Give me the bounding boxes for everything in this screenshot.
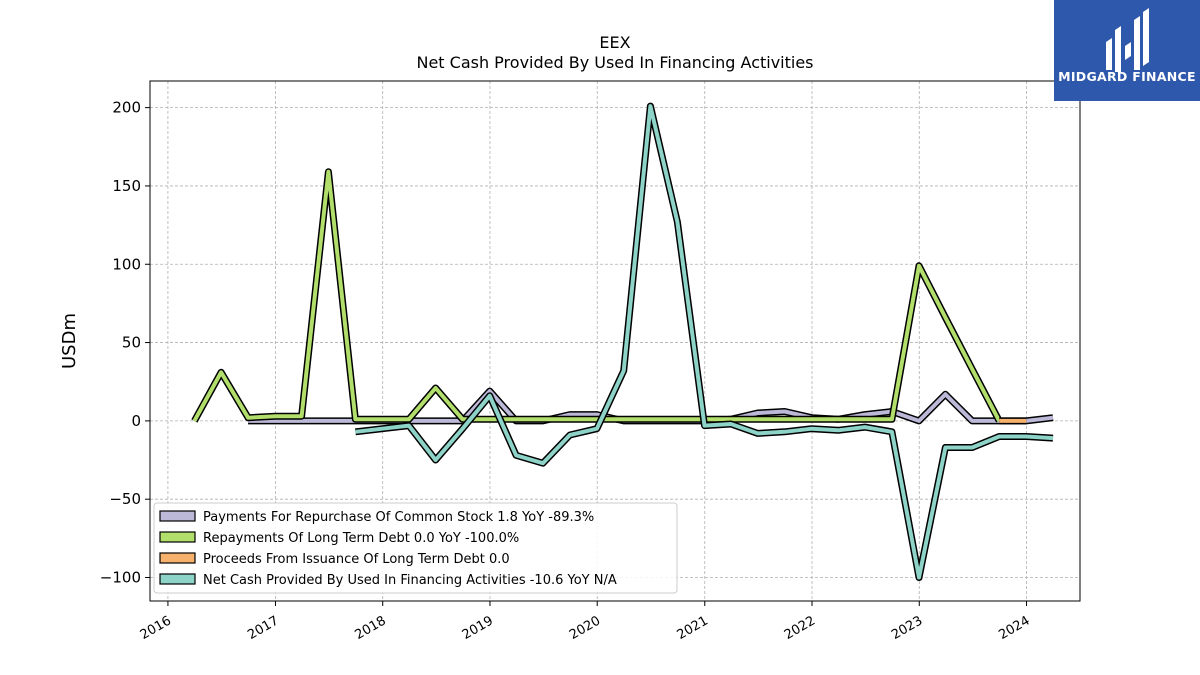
plot-area-frame	[149, 80, 1081, 602]
y-tick-label: 0	[131, 412, 141, 430]
y-tick-label: −100	[100, 569, 141, 587]
y-axis-label: USDm	[59, 313, 80, 369]
x-tick-label: 2020	[567, 613, 603, 643]
legend-entry-label: Proceeds From Issuance Of Long Term Debt…	[203, 552, 510, 567]
x-tick-label: 2019	[460, 613, 496, 643]
series-2	[191, 168, 1003, 423]
legend-swatch	[159, 531, 196, 543]
x-tick-label: 2023	[889, 613, 925, 643]
chart-subtitle: Net Cash Provided By Used In Financing A…	[416, 53, 813, 72]
y-tick-label: −50	[109, 490, 141, 508]
legend-entry-label: Repayments Of Long Term Debt 0.0 YoY -10…	[203, 531, 519, 546]
brand-logo: MIDGARD FINANCE	[1054, 0, 1200, 101]
legend-swatch	[159, 552, 196, 564]
brand-logo-icon	[1106, 8, 1149, 72]
legend-entry-label: Payments For Repurchase Of Common Stock …	[203, 510, 594, 525]
brand-logo-text: MIDGARD FINANCE	[1058, 69, 1196, 84]
y-tick-label: 150	[112, 177, 141, 195]
series-lines	[191, 102, 1054, 581]
series-line	[355, 104, 1054, 580]
x-axis: 2016 2017 2018 2019 2020 2021 2022 2023 2024	[138, 601, 1033, 643]
x-tick-label: 2024	[996, 613, 1032, 643]
legend-swatch	[159, 510, 196, 522]
legend-entry-label: Net Cash Provided By Used In Financing A…	[203, 573, 617, 588]
y-tick-label: 200	[112, 99, 141, 117]
y-tick-label: 100	[112, 255, 141, 273]
x-tick-label: 2018	[353, 613, 389, 643]
x-tick-label: 2022	[782, 613, 818, 643]
series-4	[355, 102, 1054, 581]
x-tick-label: 2021	[675, 613, 711, 643]
series-line	[192, 169, 1001, 422]
chart-title: EEX	[599, 33, 630, 52]
x-tick-label: 2016	[138, 613, 174, 643]
legend-swatch	[159, 573, 196, 585]
y-axis: 200 150 100 50 0 −50 −100	[100, 99, 150, 587]
legend-box	[153, 502, 678, 594]
y-tick-label: 50	[122, 334, 141, 352]
legend: Payments For Repurchase Of Common Stock …	[153, 502, 678, 594]
x-tick-label: 2017	[245, 613, 281, 643]
